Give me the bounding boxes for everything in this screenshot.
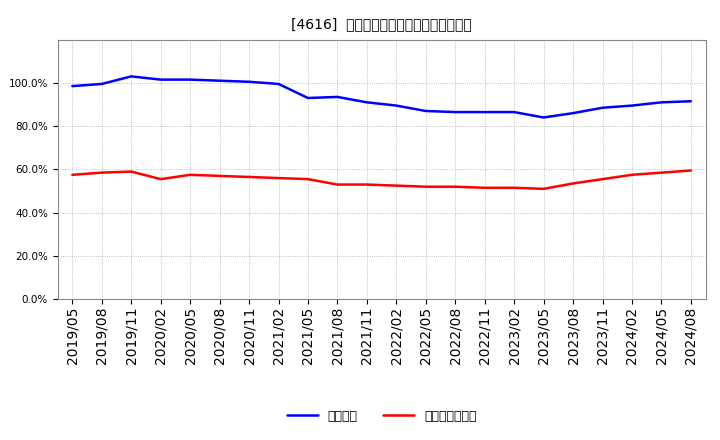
固定長期適合率 <box>628 172 636 177</box>
固定長期適合率 <box>510 185 518 191</box>
固定長期適合率 <box>68 172 76 177</box>
固定長期適合率 <box>245 174 253 180</box>
Title: [4616]  固定比率、固定長期適合率の推移: [4616] 固定比率、固定長期適合率の推移 <box>291 18 472 32</box>
固定長期適合率 <box>421 184 430 189</box>
固定比率 <box>421 108 430 114</box>
固定比率 <box>215 78 224 83</box>
固定比率 <box>392 103 400 108</box>
固定比率 <box>480 110 489 115</box>
固定長期適合率 <box>156 176 165 182</box>
固定長期適合率 <box>186 172 194 177</box>
固定比率 <box>127 74 135 79</box>
固定長期適合率 <box>569 181 577 186</box>
固定比率 <box>97 81 106 87</box>
固定比率 <box>569 110 577 116</box>
固定長期適合率 <box>451 184 459 189</box>
固定長期適合率 <box>363 182 372 187</box>
固定比率 <box>245 79 253 84</box>
固定長期適合率 <box>304 176 312 182</box>
固定長期適合率 <box>97 170 106 175</box>
固定長期適合率 <box>274 176 283 181</box>
固定長期適合率 <box>480 185 489 191</box>
固定長期適合率 <box>127 169 135 174</box>
固定長期適合率 <box>333 182 342 187</box>
固定比率 <box>304 95 312 101</box>
固定比率 <box>657 100 666 105</box>
固定比率 <box>274 81 283 87</box>
固定長期適合率 <box>392 183 400 188</box>
固定比率 <box>451 110 459 115</box>
固定比率 <box>186 77 194 82</box>
固定比率 <box>687 99 696 104</box>
Line: 固定比率: 固定比率 <box>72 77 691 117</box>
固定比率 <box>539 115 548 120</box>
Line: 固定長期適合率: 固定長期適合率 <box>72 170 691 189</box>
固定長期適合率 <box>598 176 607 182</box>
固定比率 <box>68 84 76 89</box>
固定長期適合率 <box>215 173 224 179</box>
固定比率 <box>598 105 607 110</box>
固定長期適合率 <box>657 170 666 175</box>
固定比率 <box>333 94 342 99</box>
固定比率 <box>363 100 372 105</box>
固定長期適合率 <box>687 168 696 173</box>
Legend: 固定比率, 固定長期適合率: 固定比率, 固定長期適合率 <box>282 405 482 428</box>
固定比率 <box>510 110 518 115</box>
固定比率 <box>628 103 636 108</box>
固定比率 <box>156 77 165 82</box>
固定長期適合率 <box>539 186 548 191</box>
